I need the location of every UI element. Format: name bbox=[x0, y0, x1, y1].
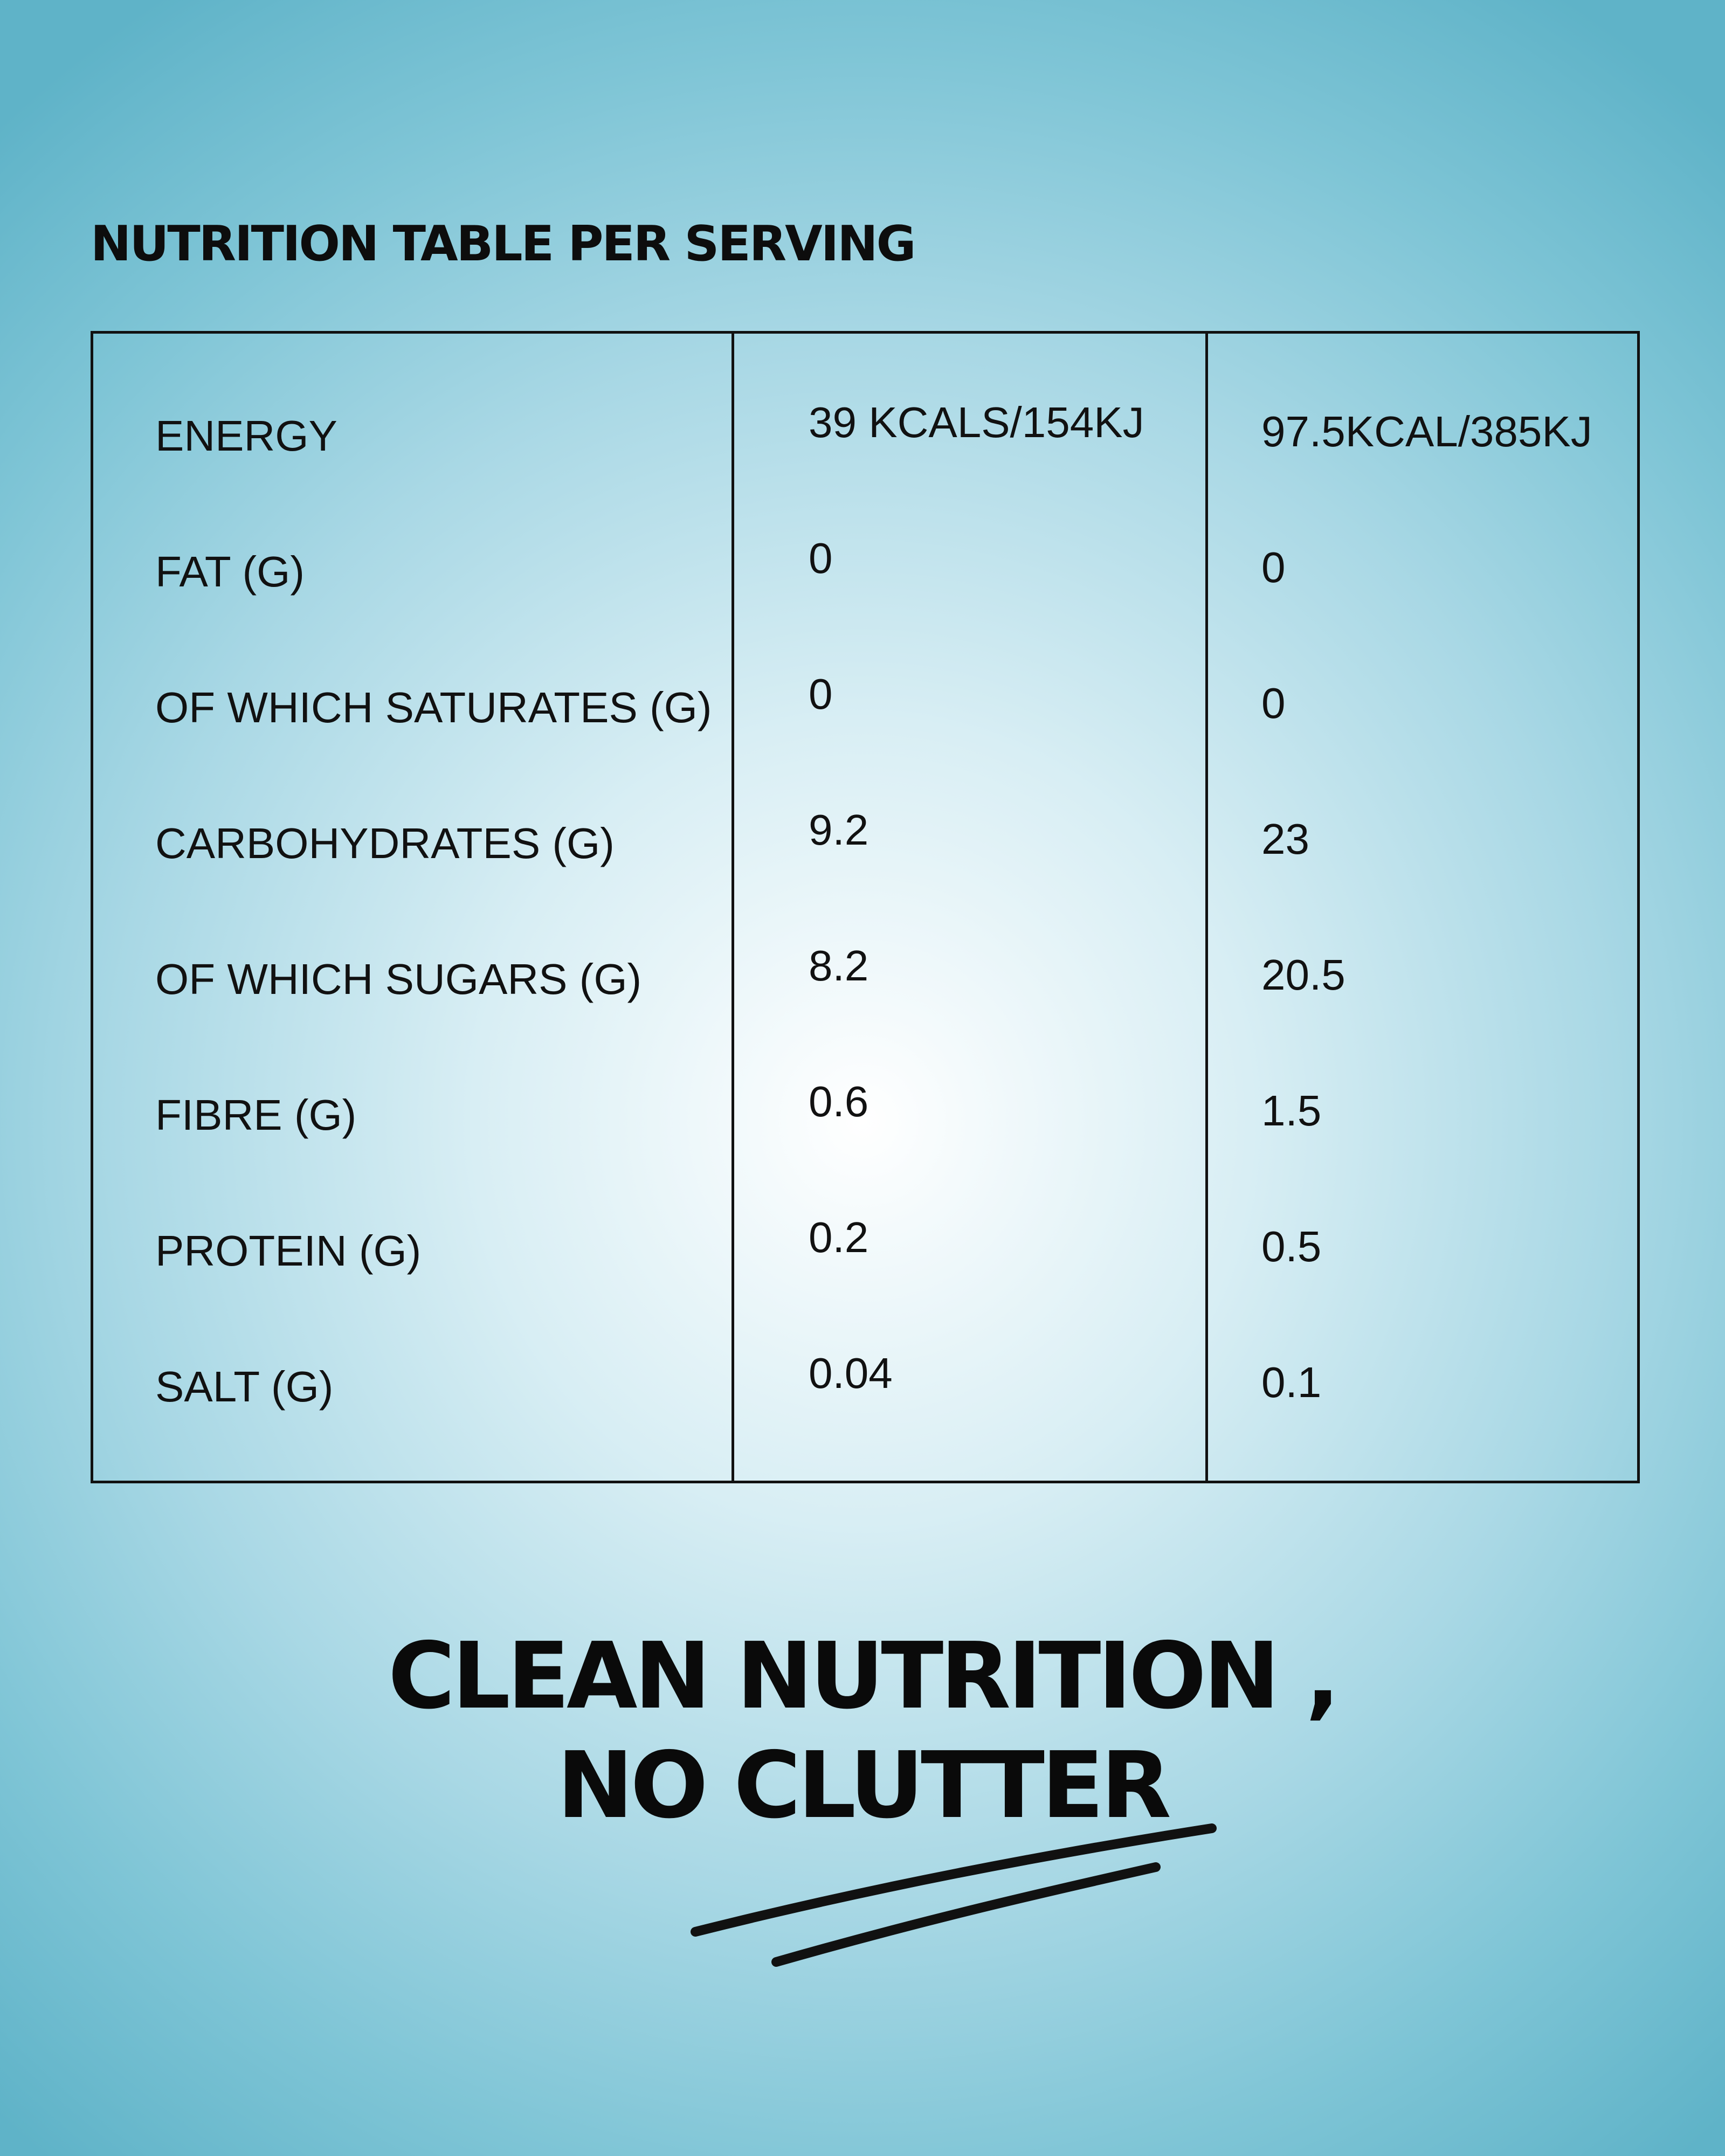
nutrition-table: ENERGY 39 KCALS/154KJ 97.5KCAL/385KJ FAT… bbox=[91, 331, 1640, 1483]
page-title: NUTRITION TABLE PER SERVING bbox=[91, 216, 916, 272]
value-per-serving-protein: 0.2 bbox=[809, 1213, 869, 1261]
row-label-fibre: FIBRE (G) bbox=[155, 1091, 357, 1139]
value-per-100-protein: 0.5 bbox=[1261, 1222, 1322, 1270]
swoosh-stroke-lower bbox=[771, 1862, 1161, 1967]
value-per-100-saturates: 0 bbox=[1261, 679, 1286, 727]
value-per-100-energy: 97.5KCAL/385KJ bbox=[1261, 407, 1592, 455]
row-label-energy: ENERGY bbox=[155, 412, 337, 460]
value-per-100-fibre: 1.5 bbox=[1261, 1087, 1322, 1135]
value-per-serving-fat: 0 bbox=[809, 534, 833, 582]
value-per-serving-saturates: 0 bbox=[809, 670, 833, 718]
row-label-salt: SALT (G) bbox=[155, 1363, 334, 1411]
tagline-line-2: NO CLUTTER bbox=[557, 1732, 1171, 1839]
swoosh-stroke-upper bbox=[691, 1823, 1217, 1937]
column-divider bbox=[732, 334, 734, 1481]
value-per-serving-energy: 39 KCALS/154KJ bbox=[809, 398, 1144, 446]
tagline-line-1: CLEAN NUTRITION , bbox=[388, 1623, 1340, 1730]
value-per-100-sugars: 20.5 bbox=[1261, 951, 1346, 999]
value-per-serving-salt: 0.04 bbox=[809, 1349, 893, 1397]
row-label-protein: PROTEIN (G) bbox=[155, 1227, 422, 1275]
value-per-100-carbohydrates: 23 bbox=[1261, 815, 1309, 863]
value-per-100-fat: 0 bbox=[1261, 543, 1286, 591]
row-label-carbohydrates: CARBOHYDRATES (G) bbox=[155, 819, 615, 867]
row-label-saturates: OF WHICH SATURATES (G) bbox=[155, 683, 712, 731]
value-per-serving-carbohydrates: 9.2 bbox=[809, 806, 869, 854]
column-divider bbox=[1205, 334, 1208, 1481]
value-per-serving-fibre: 0.6 bbox=[809, 1077, 869, 1125]
value-per-100-salt: 0.1 bbox=[1261, 1358, 1322, 1406]
row-label-fat: FAT (G) bbox=[155, 548, 305, 596]
value-per-serving-sugars: 8.2 bbox=[809, 942, 869, 990]
row-label-sugars: OF WHICH SUGARS (G) bbox=[155, 955, 642, 1003]
